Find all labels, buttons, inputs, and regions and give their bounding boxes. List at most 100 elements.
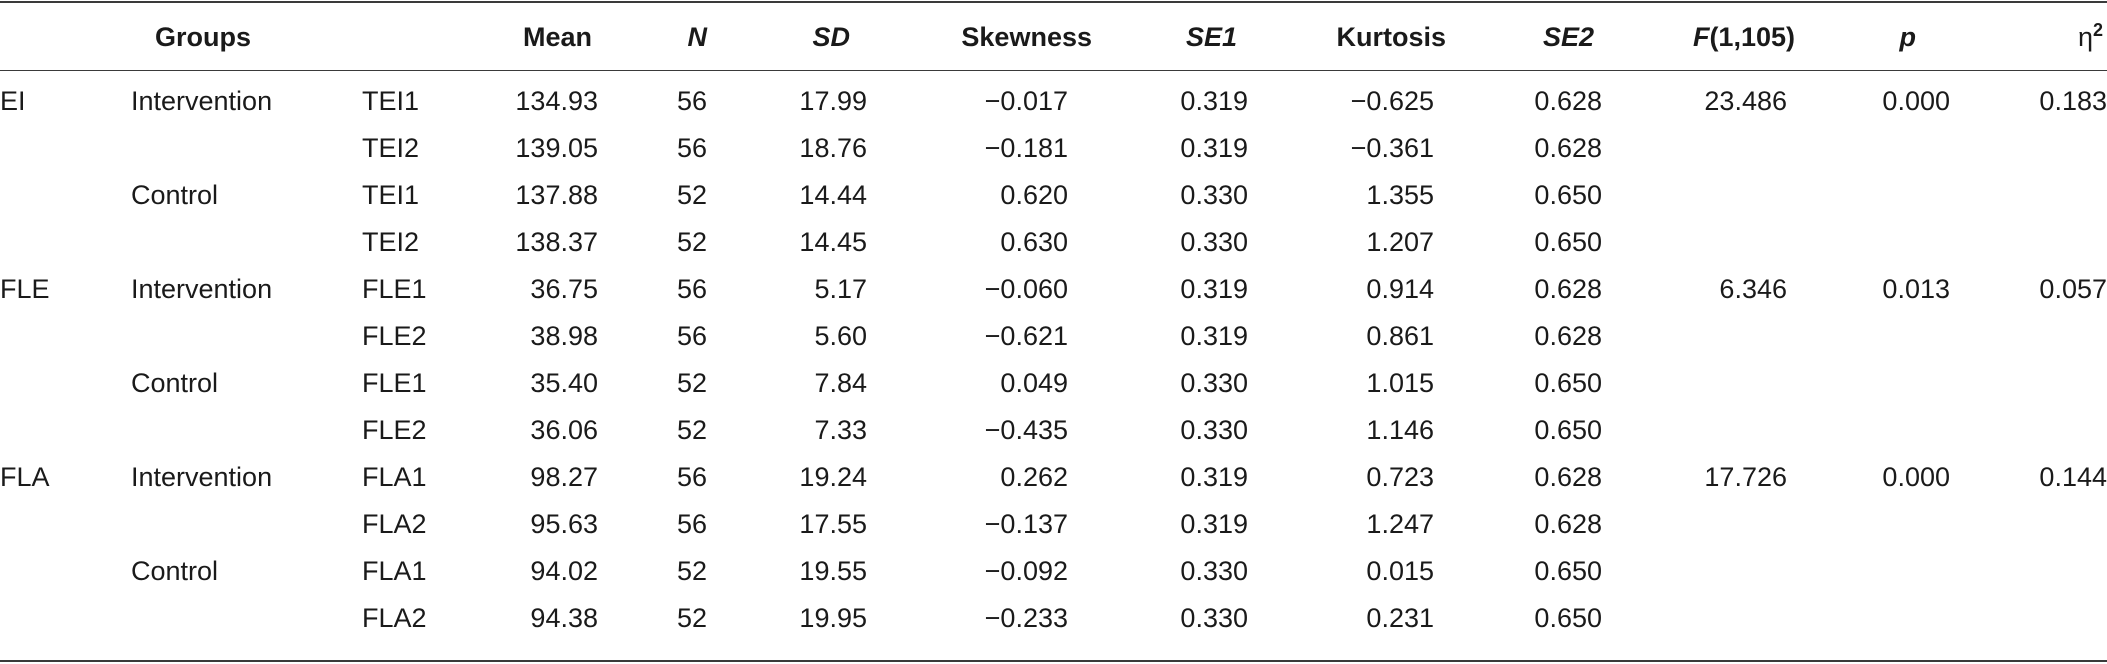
cell-se2: 0.650 — [1534, 180, 1602, 210]
cell-construct: EI — [0, 86, 26, 116]
header-kurtosis: Kurtosis — [1336, 22, 1446, 52]
cell-mean: 36.75 — [530, 274, 598, 304]
cell-se1: 0.319 — [1180, 274, 1248, 304]
table-row: FLE2 38.98 56 5.60 −0.621 0.319 0.861 0.628 — [0, 313, 2107, 360]
cell-measure: TEI1 — [362, 180, 420, 210]
header-se2: SE2 — [1542, 22, 1594, 52]
header-groups: Groups — [155, 22, 252, 52]
cell-kurtosis: 1.146 — [1366, 415, 1434, 445]
cell-sd: 5.60 — [814, 321, 867, 351]
header-f: F(1,105) — [1693, 20, 1795, 54]
table-row: FLA2 94.38 52 19.95 −0.233 0.330 0.231 0.650 — [0, 595, 2107, 642]
cell-measure: FLA1 — [362, 462, 427, 492]
cell-p: 0.000 — [1882, 462, 1950, 492]
cell-measure: FLA2 — [362, 509, 427, 539]
cell-kurtosis: 0.914 — [1366, 274, 1434, 304]
cell-se1: 0.330 — [1180, 603, 1248, 633]
cell-group: Intervention — [131, 86, 273, 116]
cell-se1: 0.319 — [1180, 462, 1248, 492]
cell-skewness: −0.621 — [984, 321, 1068, 351]
cell-sd: 5.17 — [814, 274, 867, 304]
cell-group: Intervention — [131, 274, 273, 304]
cell-kurtosis: −0.361 — [1350, 133, 1434, 163]
header-n: N — [687, 22, 708, 52]
cell-f: 23.486 — [1704, 86, 1787, 116]
cell-n: 52 — [676, 415, 707, 445]
header-eta-squared: η2 — [2078, 20, 2103, 54]
cell-mean: 139.05 — [515, 133, 598, 163]
cell-kurtosis: 0.723 — [1366, 462, 1434, 492]
cell-mean: 94.02 — [530, 556, 598, 586]
cell-sd: 14.45 — [799, 227, 867, 257]
cell-se2: 0.650 — [1534, 603, 1602, 633]
cell-group: Control — [131, 556, 219, 586]
cell-n: 52 — [676, 180, 707, 210]
cell-se1: 0.330 — [1180, 415, 1248, 445]
cell-construct: FLA — [0, 462, 50, 492]
cell-f: 17.726 — [1704, 462, 1787, 492]
cell-mean: 134.93 — [515, 86, 598, 116]
cell-se2: 0.628 — [1534, 509, 1602, 539]
cell-skewness: 0.620 — [1000, 180, 1068, 210]
cell-sd: 19.55 — [799, 556, 867, 586]
cell-eta2: 0.144 — [2039, 462, 2107, 492]
cell-measure: FLE1 — [362, 274, 427, 304]
cell-se2: 0.628 — [1534, 462, 1602, 492]
cell-measure: FLE2 — [362, 415, 427, 445]
cell-n: 52 — [676, 227, 707, 257]
cell-measure: FLE1 — [362, 368, 427, 398]
cell-se1: 0.330 — [1180, 180, 1248, 210]
table-bottom-rule — [0, 660, 2107, 662]
cell-se1: 0.330 — [1180, 227, 1248, 257]
cell-sd: 17.55 — [799, 509, 867, 539]
cell-se2: 0.650 — [1534, 227, 1602, 257]
cell-p: 0.013 — [1882, 274, 1950, 304]
cell-n: 52 — [676, 368, 707, 398]
cell-group: Control — [131, 180, 219, 210]
cell-skewness: 0.262 — [1000, 462, 1068, 492]
table-row: FLE Intervention FLE1 36.75 56 5.17 −0.060 0.31… — [0, 266, 2107, 313]
table-header-row: Groups Mean N SD Skewness SE1 Kurtosis F… — [0, 0, 2107, 72]
cell-eta2: 0.057 — [2039, 274, 2107, 304]
cell-n: 52 — [676, 556, 707, 586]
cell-mean: 138.37 — [515, 227, 598, 257]
cell-measure: TEI1 — [362, 86, 420, 116]
cell-skewness: 0.630 — [1000, 227, 1068, 257]
cell-skewness: 0.049 — [1000, 368, 1068, 398]
cell-measure: TEI2 — [362, 133, 420, 163]
cell-mean: 95.63 — [530, 509, 598, 539]
header-f-df: (1,105) — [1709, 22, 1795, 52]
cell-se2: 0.650 — [1534, 368, 1602, 398]
cell-f: 6.346 — [1719, 274, 1787, 304]
cell-mean: 137.88 — [515, 180, 598, 210]
header-f-label: F — [1692, 22, 1710, 52]
cell-n: 56 — [676, 274, 707, 304]
header-mean: Mean — [522, 22, 592, 52]
cell-eta2: 0.183 — [2039, 86, 2107, 116]
cell-mean: 98.27 — [530, 462, 598, 492]
table-header-rule — [0, 70, 2107, 71]
cell-n: 56 — [676, 462, 707, 492]
table-row: TEI2 138.37 52 14.45 0.630 0.330 1.207 0.650 — [0, 219, 2107, 266]
cell-kurtosis: 0.231 — [1366, 603, 1434, 633]
table-row: FLA2 95.63 56 17.55 −0.137 0.319 1.247 0.628 — [0, 501, 2107, 548]
cell-se2: 0.650 — [1534, 415, 1602, 445]
cell-kurtosis: −0.625 — [1350, 86, 1434, 116]
header-eta-symbol: η — [2077, 22, 2093, 52]
cell-se1: 0.319 — [1180, 86, 1248, 116]
cell-skewness: −0.233 — [984, 603, 1068, 633]
cell-mean: 35.40 — [530, 368, 598, 398]
cell-sd: 7.84 — [814, 368, 867, 398]
cell-skewness: −0.435 — [984, 415, 1068, 445]
cell-n: 52 — [676, 603, 707, 633]
table-row: Control FLE1 35.40 52 7.84 0.049 0.330 1.015 0.6… — [0, 360, 2107, 407]
cell-n: 56 — [676, 86, 707, 116]
cell-kurtosis: 1.207 — [1366, 227, 1434, 257]
cell-sd: 18.76 — [799, 133, 867, 163]
header-se1: SE1 — [1185, 22, 1237, 52]
header-sd: SD — [812, 22, 850, 52]
cell-construct: FLE — [0, 274, 50, 304]
cell-measure: FLE2 — [362, 321, 427, 351]
cell-se1: 0.319 — [1180, 509, 1248, 539]
cell-sd: 19.95 — [799, 603, 867, 633]
